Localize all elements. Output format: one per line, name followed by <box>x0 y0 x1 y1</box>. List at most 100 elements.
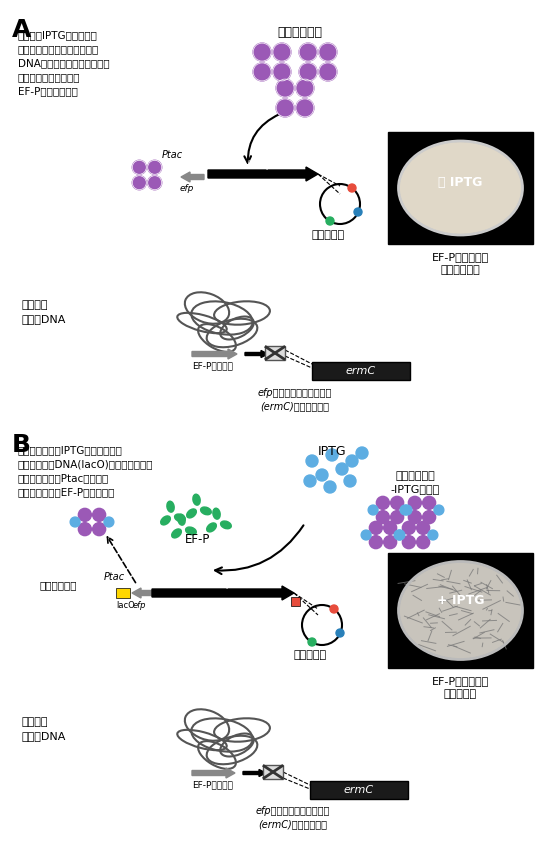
Circle shape <box>299 43 317 61</box>
Text: EF-Pがあるので
生きられる: EF-Pがあるので 生きられる <box>432 676 489 699</box>
Circle shape <box>306 455 318 467</box>
Circle shape <box>434 505 444 515</box>
Text: プロモーター: プロモーター <box>40 580 78 590</box>
Circle shape <box>336 629 344 637</box>
Ellipse shape <box>185 527 196 534</box>
Circle shape <box>78 509 91 522</box>
Circle shape <box>417 522 430 534</box>
Circle shape <box>403 522 415 534</box>
Ellipse shape <box>399 142 521 234</box>
Circle shape <box>273 43 291 61</box>
Ellipse shape <box>207 523 216 532</box>
Circle shape <box>326 217 334 225</box>
Polygon shape <box>192 768 235 778</box>
Text: Ptac: Ptac <box>104 572 125 582</box>
Text: efpを抗生物質耐性遺伝子
(ermC)に置き換えた: efpを抗生物質耐性遺伝子 (ermC)に置き換えた <box>256 806 330 829</box>
Circle shape <box>402 505 412 515</box>
Ellipse shape <box>174 514 185 522</box>
Circle shape <box>273 63 291 81</box>
Circle shape <box>336 463 348 475</box>
Text: B: B <box>12 433 31 457</box>
Circle shape <box>344 475 356 487</box>
Polygon shape <box>132 588 152 598</box>
Text: IPTG: IPTG <box>318 445 346 458</box>
Text: efpを抗生物質耐性遺伝子
(ermC)に置き換えた: efpを抗生物質耐性遺伝子 (ermC)に置き換えた <box>258 388 332 411</box>
Circle shape <box>417 535 430 549</box>
Circle shape <box>348 184 356 192</box>
Text: EF-P修飾酵素: EF-P修飾酵素 <box>192 361 233 370</box>
Polygon shape <box>192 349 237 359</box>
Bar <box>312 362 410 380</box>
Text: 誘導物質IPTGが無いとき
リプレッサーがオペレーター
DNAに結合し、プロモーター
を抑えてしまうため、
EF-Pが作られない: 誘導物質IPTGが無いとき リプレッサーがオペレーター DNAに結合し、プロモー… <box>18 30 109 96</box>
Bar <box>263 765 283 779</box>
Ellipse shape <box>178 514 185 525</box>
Circle shape <box>133 160 146 174</box>
Text: efp: efp <box>180 184 194 193</box>
Circle shape <box>368 505 378 515</box>
Text: プラスミド: プラスミド <box>312 230 345 240</box>
Circle shape <box>299 63 317 81</box>
Text: 髄膜炎菌
染色体DNA: 髄膜炎菌 染色体DNA <box>22 300 67 324</box>
Circle shape <box>78 522 91 535</box>
Text: リプレッサー: リプレッサー <box>278 26 322 39</box>
Text: プラスミド: プラスミド <box>294 650 327 660</box>
Text: lacIq: lacIq <box>206 579 230 589</box>
Ellipse shape <box>186 509 196 518</box>
Circle shape <box>428 530 438 540</box>
Bar <box>310 781 408 799</box>
Ellipse shape <box>167 501 174 512</box>
Circle shape <box>370 535 382 549</box>
Polygon shape <box>208 167 318 181</box>
Circle shape <box>384 522 397 534</box>
Circle shape <box>390 497 404 510</box>
Polygon shape <box>243 770 266 776</box>
Text: ermC: ermC <box>344 785 374 795</box>
Circle shape <box>148 175 162 190</box>
Circle shape <box>370 522 382 534</box>
Circle shape <box>354 208 362 216</box>
Circle shape <box>356 447 368 459</box>
Circle shape <box>324 481 336 493</box>
Text: ermC: ermC <box>346 366 376 376</box>
Bar <box>291 597 300 606</box>
Ellipse shape <box>201 507 211 515</box>
Text: EF-P: EF-P <box>185 533 211 546</box>
Text: Ptac: Ptac <box>162 150 183 160</box>
Circle shape <box>422 497 436 510</box>
Ellipse shape <box>399 563 521 658</box>
Circle shape <box>400 505 410 515</box>
Bar <box>116 588 130 598</box>
Text: リプレッサーはIPTGと結合すると
オペレーターDNA(lacO)に結合できず、
プロモーター（Ptac）からの
転写が起こり、EF-Pが作られる: リプレッサーはIPTGと結合すると オペレーターDNA(lacO)に結合できず、… <box>18 445 153 497</box>
Circle shape <box>376 497 389 510</box>
Circle shape <box>319 63 337 81</box>
Circle shape <box>319 43 337 61</box>
Circle shape <box>92 522 106 535</box>
Circle shape <box>346 455 358 467</box>
Circle shape <box>408 510 421 523</box>
Text: lacO: lacO <box>116 601 135 610</box>
Text: EF-P修飾酵素: EF-P修飾酵素 <box>192 780 233 789</box>
Ellipse shape <box>221 521 231 528</box>
Polygon shape <box>181 172 204 182</box>
Circle shape <box>330 605 338 613</box>
Circle shape <box>70 517 80 527</box>
Circle shape <box>326 449 338 461</box>
Polygon shape <box>245 351 268 357</box>
Text: － IPTG: － IPTG <box>438 176 483 190</box>
Circle shape <box>395 530 405 540</box>
Circle shape <box>394 530 404 540</box>
Text: リプレッサー
-IPTG複合体: リプレッサー -IPTG複合体 <box>390 471 439 494</box>
Circle shape <box>133 175 146 190</box>
Text: A: A <box>12 18 31 42</box>
Circle shape <box>390 510 404 523</box>
Circle shape <box>408 497 421 510</box>
Bar <box>265 346 285 360</box>
Polygon shape <box>152 586 294 600</box>
Circle shape <box>296 80 314 97</box>
Text: lacIq: lacIq <box>246 160 270 170</box>
Circle shape <box>104 517 114 527</box>
Text: 髄膜炎菌
染色体DNA: 髄膜炎菌 染色体DNA <box>22 717 67 741</box>
Text: + IPTG: + IPTG <box>437 594 484 607</box>
Circle shape <box>403 535 415 549</box>
Ellipse shape <box>193 494 200 505</box>
